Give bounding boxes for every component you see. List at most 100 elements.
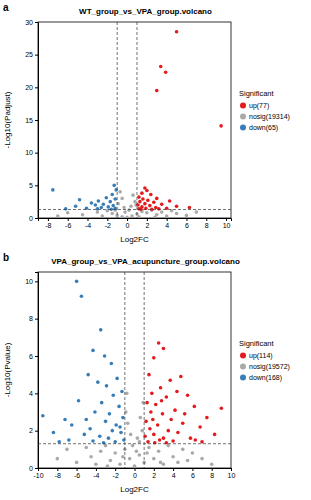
point <box>157 449 161 453</box>
x-tick-label: -4 <box>85 222 91 229</box>
point <box>165 395 169 399</box>
x-tick-mark <box>77 468 78 471</box>
point <box>152 433 156 437</box>
x-tick: 6 <box>191 468 195 479</box>
x-tick: -8 <box>55 468 61 479</box>
series <box>56 190 198 218</box>
point <box>149 193 153 197</box>
y-tick-mark <box>35 468 38 469</box>
point <box>159 386 163 390</box>
point <box>122 206 126 210</box>
point <box>158 438 162 442</box>
point <box>147 373 151 377</box>
point <box>145 211 149 215</box>
point <box>157 341 161 345</box>
point <box>41 414 45 418</box>
point <box>78 198 82 202</box>
point <box>171 455 175 459</box>
point <box>135 449 139 453</box>
point <box>156 423 160 427</box>
point <box>83 433 87 437</box>
y-tick-mark <box>35 218 38 219</box>
point <box>154 403 158 407</box>
x-tick-mark <box>147 218 148 221</box>
x-tick-label: 10 <box>223 222 231 229</box>
point <box>152 201 156 205</box>
x-tick-label: 2 <box>152 472 156 479</box>
point <box>120 215 124 218</box>
legend-title: Significant <box>239 89 275 98</box>
y-tick: 5 <box>29 182 38 189</box>
data-area <box>38 22 231 218</box>
point <box>183 412 187 416</box>
point <box>106 464 110 468</box>
threshold-line <box>117 22 118 218</box>
point <box>100 401 104 405</box>
point <box>140 429 144 433</box>
point <box>191 451 195 455</box>
y-tick-label: 0 <box>29 215 33 222</box>
point <box>56 457 60 461</box>
title: WT_group_vs_VPA_group.volcano <box>79 7 212 16</box>
x-tick: -10 <box>33 468 43 479</box>
point <box>160 202 164 206</box>
point <box>153 216 157 218</box>
point <box>107 436 111 440</box>
legend-marker <box>240 125 246 131</box>
point <box>111 429 115 433</box>
point <box>181 421 185 425</box>
series <box>143 341 223 444</box>
x-tick-label: 6 <box>185 222 189 229</box>
point <box>66 211 70 215</box>
y-tick-label: 10 <box>25 278 33 285</box>
legend-marker <box>240 114 246 120</box>
x-tick: 0 <box>133 468 137 479</box>
point <box>146 440 150 444</box>
y-tick-mark <box>35 319 38 320</box>
series <box>51 184 118 211</box>
point <box>75 280 79 284</box>
point <box>110 362 114 366</box>
point <box>205 416 209 420</box>
y-tick: 8 <box>29 315 38 322</box>
y-tick: 6 <box>29 353 38 360</box>
x-tick-mark <box>226 218 227 221</box>
y-tick-mark <box>35 431 38 432</box>
point <box>118 190 122 194</box>
point <box>171 439 175 443</box>
y-axis: 051015202530 <box>25 19 38 222</box>
point <box>131 444 135 448</box>
y-tick: 0 <box>29 465 38 472</box>
point <box>193 405 197 409</box>
threshold-line <box>124 272 125 468</box>
x-tick: -2 <box>105 218 111 229</box>
point <box>104 420 108 424</box>
point <box>141 197 145 201</box>
point <box>102 202 106 206</box>
x-tick-label: 0 <box>133 472 137 479</box>
x-tick: 10 <box>223 218 231 229</box>
x-tick: 10 <box>228 468 236 479</box>
y-tick: 10 <box>25 278 38 285</box>
point <box>157 207 161 211</box>
x-tick-label: -4 <box>93 472 99 479</box>
x-tick: -2 <box>113 468 119 479</box>
x-tick: 4 <box>172 468 176 479</box>
point <box>101 214 105 218</box>
y-tick-label: 30 <box>25 19 33 26</box>
legend: Significantup(77)nosig(19314)down(65) <box>239 89 290 132</box>
point <box>113 440 117 444</box>
point <box>125 216 129 218</box>
y-tick-label: 15 <box>25 117 33 124</box>
point <box>96 210 100 214</box>
point <box>149 410 153 414</box>
x-tick-mark <box>167 218 168 221</box>
y-axis-title: -Log10(Padjust) <box>3 91 12 148</box>
point <box>86 373 90 377</box>
point <box>96 380 100 384</box>
point <box>159 461 163 465</box>
legend-label: down(65) <box>249 124 278 132</box>
point <box>138 440 142 444</box>
point <box>120 197 124 201</box>
x-tick-mark <box>96 468 97 471</box>
